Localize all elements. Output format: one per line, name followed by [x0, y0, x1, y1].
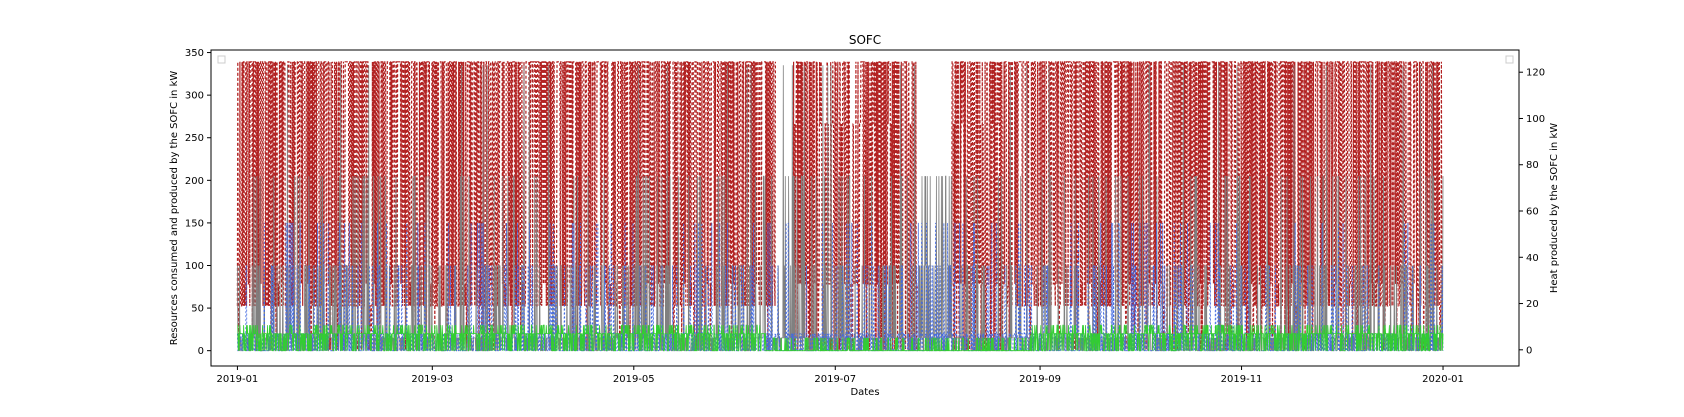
y2-tick-label-5: 100	[1526, 114, 1545, 125]
y2-tick-label-6: 120	[1526, 68, 1545, 79]
y-tick-label-0: 0	[198, 346, 204, 357]
axes-layer: 2019-01 2019-03 2019-05 2019-07 2019-09 2019-…	[185, 48, 1545, 385]
y-tick-label-1: 50	[191, 304, 204, 315]
legend-box-left	[217, 55, 226, 64]
x-tick-label-1: 2019-03	[411, 374, 453, 385]
chart-title: SOFC	[849, 33, 881, 47]
x-tick-label-6: 2020-01	[1422, 374, 1464, 385]
plot-frame	[210, 49, 1520, 367]
y-tick-label-5: 250	[185, 133, 204, 144]
series-line-0	[236, 61, 1443, 351]
y2-tick-label-4: 80	[1526, 160, 1539, 171]
x-tick-label-0: 2019-01	[217, 374, 259, 385]
y2-tick-label-2: 40	[1526, 253, 1539, 264]
y2-tick-label-1: 20	[1526, 299, 1539, 310]
legend-box-right	[1505, 55, 1514, 64]
y2-tick-label-0: 0	[1526, 345, 1532, 356]
y-tick-label-6: 300	[185, 91, 204, 102]
y-tick-label-2: 100	[185, 261, 204, 272]
series-line-3	[237, 324, 1444, 352]
series-layer	[236, 61, 1444, 352]
y-axis-label: Resources consumed and produced by the S…	[169, 71, 180, 346]
x-tick-label-4: 2019-09	[1019, 374, 1061, 385]
x-tick-label-2: 2019-05	[613, 374, 655, 385]
y2-axis-label: Heat produced by the SOFC in kW	[1549, 123, 1560, 293]
x-tick-label-5: 2019-11	[1221, 374, 1263, 385]
y-tick-label-4: 200	[185, 176, 204, 187]
x-axis-label: Dates	[850, 387, 879, 398]
x-tick-label-3: 2019-07	[814, 374, 856, 385]
y2-tick-label-3: 60	[1526, 207, 1539, 218]
y-tick-label-7: 350	[185, 48, 204, 59]
y-tick-label-3: 150	[185, 218, 204, 229]
